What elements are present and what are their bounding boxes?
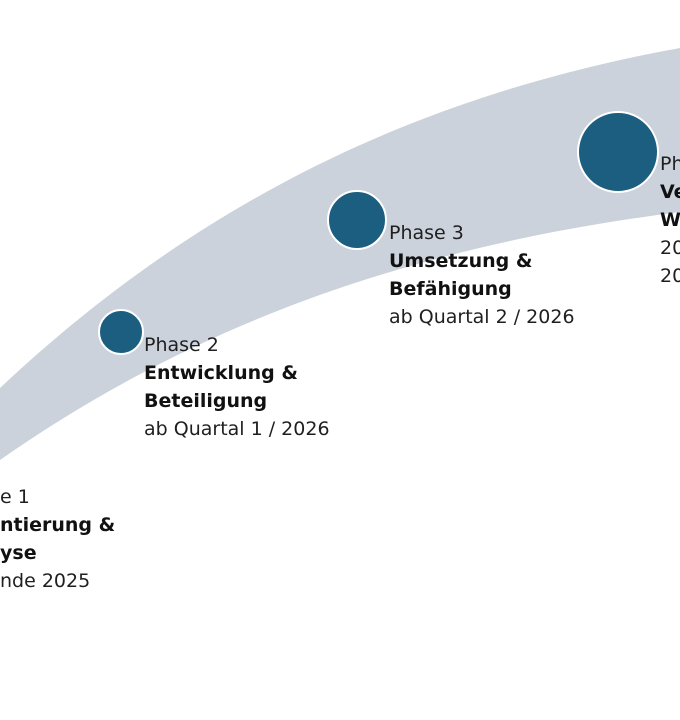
- phase-2-title: Phase 2: [144, 334, 219, 356]
- phase-4-name-line2: W: [660, 209, 680, 231]
- phase-1-title: e 1: [0, 486, 30, 508]
- phase-4-label: Ph Ve W 20 20: [660, 150, 680, 290]
- phase-4-timing-2: 20: [660, 265, 680, 287]
- phase-2-label: Phase 2 Entwicklung & Beteiligung ab Qua…: [144, 331, 330, 443]
- phase-4-name-line1: Ve: [660, 181, 680, 203]
- phase-2-marker: [98, 309, 144, 355]
- phase-2-name-line1: Entwicklung &: [144, 362, 298, 384]
- phase-1-timing: nde 2025: [0, 570, 91, 592]
- phase-1-label: e 1 ntierung & yse nde 2025: [0, 483, 115, 595]
- phase-3-name-line1: Umsetzung &: [389, 250, 533, 272]
- phase-2-timing: ab Quartal 1 / 2026: [144, 418, 330, 440]
- phase-4-timing: 20: [660, 237, 680, 259]
- phase-1-name-line1: ntierung &: [0, 514, 116, 536]
- phase-3-name-line2: Befähigung: [389, 278, 512, 300]
- phase-3-title: Phase 3: [389, 222, 464, 244]
- phase-3-label: Phase 3 Umsetzung & Befähigung ab Quarta…: [389, 219, 575, 331]
- phase-3-timing: ab Quartal 2 / 2026: [389, 306, 575, 328]
- phase-3-marker: [327, 190, 387, 250]
- phase-4-title: Ph: [660, 153, 680, 175]
- timeline-band-shape: [0, 48, 680, 460]
- phase-1-name-line2: yse: [0, 542, 37, 564]
- phase-2-name-line2: Beteiligung: [144, 390, 268, 412]
- phase-4-marker: [577, 111, 659, 193]
